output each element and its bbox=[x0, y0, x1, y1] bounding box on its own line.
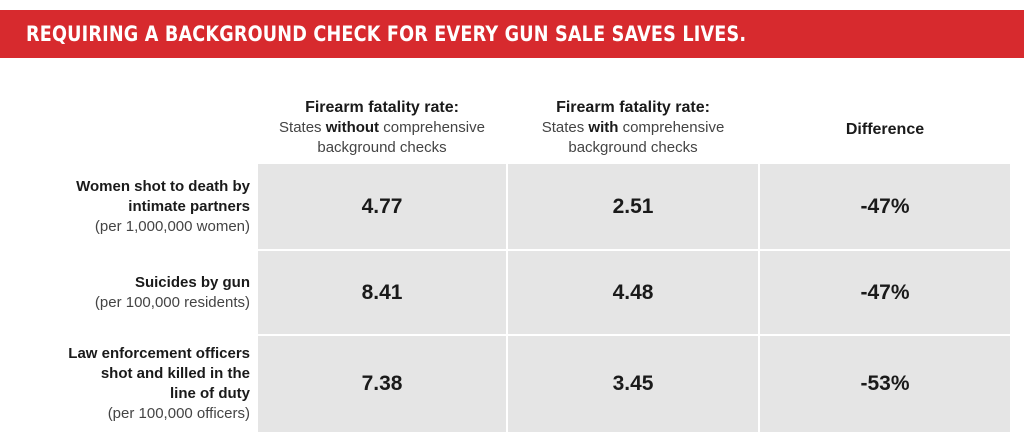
row-unit: (per 1,000,000 women) bbox=[94, 217, 250, 235]
row-label-line: intimate partners bbox=[128, 197, 250, 215]
row-label: Women shot to death by intimate partners… bbox=[0, 164, 250, 249]
column-header-with: Firearm fatality rate: States with compr… bbox=[508, 98, 758, 162]
title-banner: REQUIRING A BACKGROUND CHECK FOR EVERY G… bbox=[0, 10, 1024, 58]
column-header-difference: Difference bbox=[760, 98, 1010, 162]
row-label-line: shot and killed in the bbox=[100, 365, 250, 382]
column-header-subtitle-line2: background checks bbox=[568, 139, 698, 156]
column-header-title: Difference bbox=[845, 121, 925, 138]
value-difference: -47% bbox=[760, 164, 1010, 249]
value-with-checks: 3.45 bbox=[508, 336, 758, 432]
row-unit: (per 100,000 residents) bbox=[94, 293, 250, 311]
row-label-line: Law enforcement officers bbox=[68, 345, 250, 362]
value-without-checks: 7.38 bbox=[258, 336, 506, 432]
value-difference: -53% bbox=[760, 336, 1010, 432]
table-row: Law enforcement officers shot and killed… bbox=[0, 336, 1024, 432]
row-label-line: line of duty bbox=[170, 385, 250, 402]
value-difference: -47% bbox=[760, 251, 1010, 334]
banner-title: REQUIRING A BACKGROUND CHECK FOR EVERY G… bbox=[26, 22, 747, 46]
value-without-checks: 8.41 bbox=[258, 251, 506, 334]
value-without-checks: 4.77 bbox=[258, 164, 506, 249]
table-row: Suicides by gun (per 100,000 residents) … bbox=[0, 251, 1024, 334]
column-header-subtitle: States with comprehensive bbox=[541, 119, 725, 136]
row-label-line: Women shot to death by bbox=[76, 177, 250, 195]
column-header-title: Firearm fatality rate: bbox=[305, 99, 459, 116]
column-header-title: Firearm fatality rate: bbox=[556, 99, 710, 116]
value-with-checks: 4.48 bbox=[508, 251, 758, 334]
column-header-without: Firearm fatality rate: States without co… bbox=[258, 98, 506, 162]
row-label: Law enforcement officers shot and killed… bbox=[0, 336, 250, 432]
row-label-line: Suicides by gun bbox=[134, 273, 250, 291]
row-unit: (per 100,000 officers) bbox=[107, 405, 250, 422]
row-label: Suicides by gun (per 100,000 residents) bbox=[0, 251, 250, 334]
column-header-subtitle: States without comprehensive bbox=[279, 119, 485, 136]
value-with-checks: 2.51 bbox=[508, 164, 758, 249]
table-row: Women shot to death by intimate partners… bbox=[0, 164, 1024, 249]
column-header-subtitle-line2: background checks bbox=[317, 139, 447, 156]
